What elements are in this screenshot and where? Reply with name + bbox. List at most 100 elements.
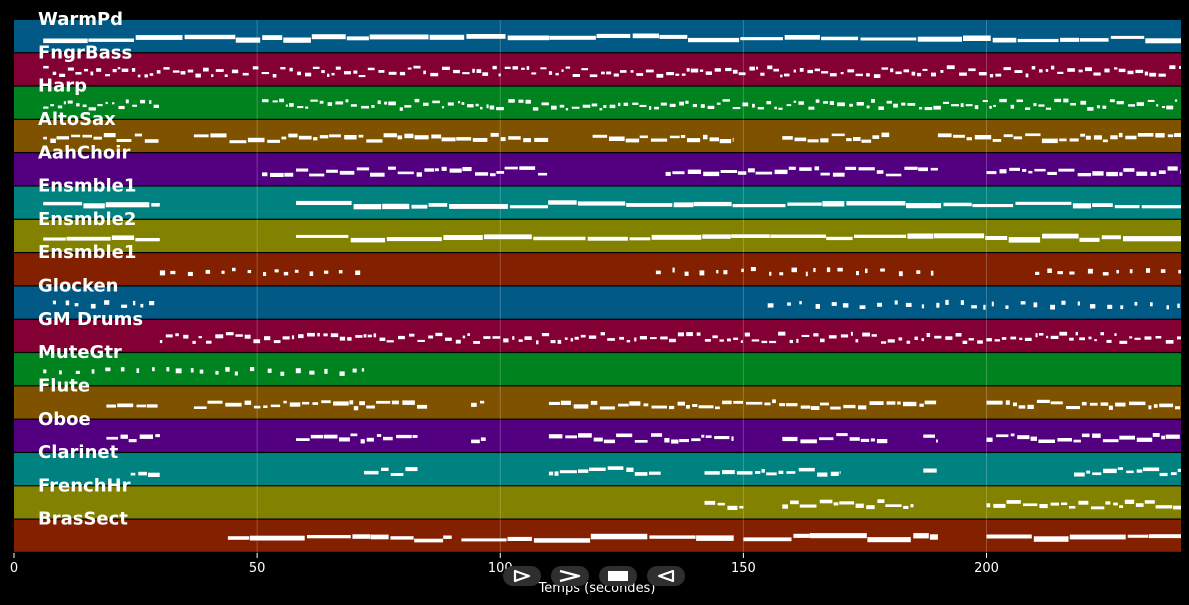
note: [907, 233, 934, 239]
note: [272, 74, 277, 78]
note: [1145, 38, 1181, 44]
note: [441, 166, 447, 171]
note: [953, 134, 965, 138]
note: [1170, 472, 1177, 476]
note: [1050, 401, 1063, 405]
note: [345, 99, 349, 103]
note: [943, 202, 972, 207]
note: [305, 72, 312, 77]
note: [270, 172, 284, 177]
track-lane: [14, 419, 1181, 452]
note: [250, 367, 255, 372]
note: [831, 302, 837, 306]
note: [1152, 433, 1160, 437]
note: [930, 167, 938, 171]
note: [121, 68, 129, 72]
note: [669, 135, 680, 139]
note: [500, 137, 506, 142]
note: [705, 71, 712, 75]
note: [57, 105, 63, 109]
note: [1054, 98, 1062, 103]
note: [1107, 304, 1113, 309]
note: [732, 107, 741, 110]
fast-forward-button[interactable]: [551, 566, 589, 586]
note: [531, 72, 537, 75]
stop-icon: [608, 571, 628, 581]
note: [367, 67, 375, 71]
note: [898, 337, 903, 341]
note: [507, 35, 550, 41]
note: [917, 36, 962, 42]
note: [974, 105, 979, 110]
note: [215, 370, 219, 375]
note: [679, 439, 689, 443]
note: [704, 500, 716, 505]
note: [570, 338, 574, 342]
note: [1092, 433, 1101, 438]
note: [774, 169, 788, 175]
note: [76, 103, 80, 107]
note: [828, 335, 837, 339]
note: [1017, 435, 1030, 440]
note: [873, 74, 881, 78]
note: [770, 234, 826, 238]
note: [52, 300, 56, 305]
note: [794, 137, 807, 142]
track-notes: [704, 499, 1181, 510]
note: [866, 505, 875, 510]
note: [866, 73, 870, 77]
note: [103, 133, 116, 138]
note: [1041, 138, 1058, 144]
note: [722, 400, 732, 405]
note: [1093, 72, 1101, 76]
note: [1079, 337, 1085, 341]
note: [819, 437, 834, 441]
rewind-button[interactable]: [647, 566, 685, 586]
stop-button[interactable]: [599, 566, 637, 586]
note: [757, 107, 764, 110]
note: [746, 401, 763, 405]
track-lane: [14, 353, 1181, 386]
note: [866, 105, 870, 109]
note: [187, 69, 194, 73]
note: [1114, 67, 1118, 70]
note: [1156, 104, 1159, 107]
note: [1061, 300, 1066, 305]
note: [135, 35, 183, 40]
note: [386, 340, 394, 343]
note: [596, 33, 631, 38]
note: [786, 104, 792, 107]
track-lane: [14, 153, 1181, 186]
note: [1038, 104, 1045, 107]
note: [323, 333, 328, 337]
note: [607, 338, 615, 341]
note: [1085, 135, 1091, 140]
note: [333, 401, 349, 406]
note: [1069, 271, 1075, 275]
note: [133, 300, 136, 306]
note: [490, 132, 499, 137]
note: [224, 74, 228, 77]
note: [229, 140, 247, 144]
note: [461, 538, 507, 542]
note: [370, 172, 385, 177]
note: [1105, 501, 1111, 505]
note: [986, 503, 991, 508]
play-button[interactable]: [503, 566, 541, 586]
note: [755, 171, 773, 175]
note: [836, 433, 848, 437]
note: [312, 402, 319, 405]
note: [105, 367, 111, 372]
note: [1143, 467, 1160, 472]
note: [416, 172, 422, 177]
note: [106, 436, 118, 440]
note: [128, 439, 137, 443]
note: [339, 371, 345, 376]
note: [1093, 135, 1102, 140]
track-labels: WarmPd FngrBass Harp AltoSax AahChoir Ensmble…: [38, 9, 143, 530]
note: [842, 303, 849, 308]
note: [540, 67, 547, 70]
note: [121, 304, 128, 308]
note: [1057, 438, 1072, 442]
note: [504, 166, 518, 170]
